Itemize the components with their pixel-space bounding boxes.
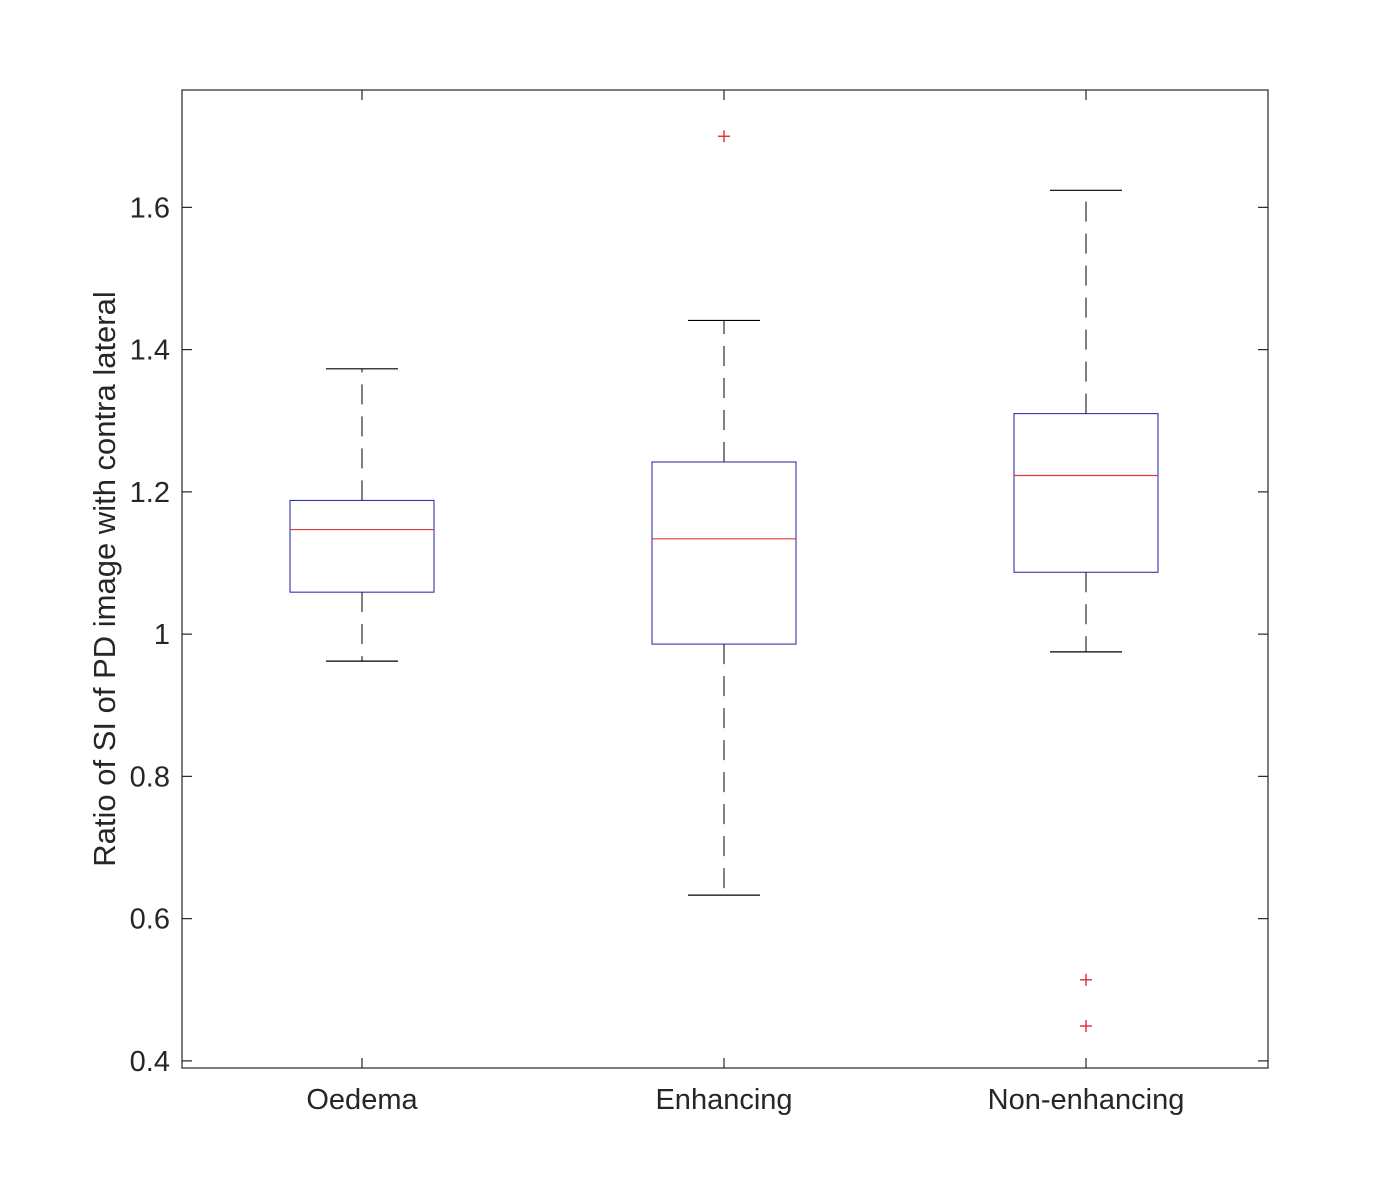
y-tick-label: 1.2 — [130, 477, 170, 509]
box-enhancing — [651, 130, 797, 896]
y-tick-label: 1.6 — [130, 192, 170, 224]
x-tick-label: Enhancing — [655, 1084, 792, 1116]
x-tick-label: Oedema — [306, 1084, 418, 1116]
tick-labels: 0.4 0.6 0.8 1 1.2 1.4 1.6 Oedema Enhancing Non-en… — [130, 192, 1185, 1116]
y-tick-label: 0.4 — [130, 1046, 170, 1078]
outlier-point — [718, 130, 730, 143]
axes-frame — [181, 89, 1269, 1069]
box-oedema — [289, 368, 435, 662]
axis-ticks — [182, 90, 1268, 1068]
boxes-group — [289, 130, 1159, 1033]
y-tick-label: 0.6 — [130, 904, 170, 936]
y-tick-label: 1.4 — [130, 335, 170, 367]
iqr-box — [289, 499, 435, 593]
x-tick-label: Non-enhancing — [988, 1084, 1185, 1116]
iqr-box — [651, 461, 797, 645]
iqr-box — [1013, 413, 1159, 573]
y-tick-label: 0.8 — [130, 761, 170, 793]
plot-area — [182, 90, 1268, 1068]
outlier-point — [1080, 1020, 1092, 1033]
y-tick-label: 1 — [154, 619, 170, 651]
box-non-enhancing — [1013, 189, 1159, 1033]
y-axis-label: Ratio of SI of PD image with contra late… — [87, 291, 122, 866]
outlier-point — [1080, 973, 1092, 986]
